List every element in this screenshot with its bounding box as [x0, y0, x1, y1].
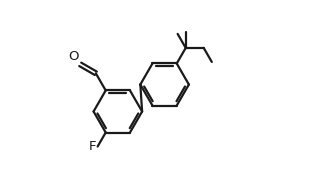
- Text: F: F: [89, 140, 97, 153]
- Text: O: O: [68, 50, 79, 63]
